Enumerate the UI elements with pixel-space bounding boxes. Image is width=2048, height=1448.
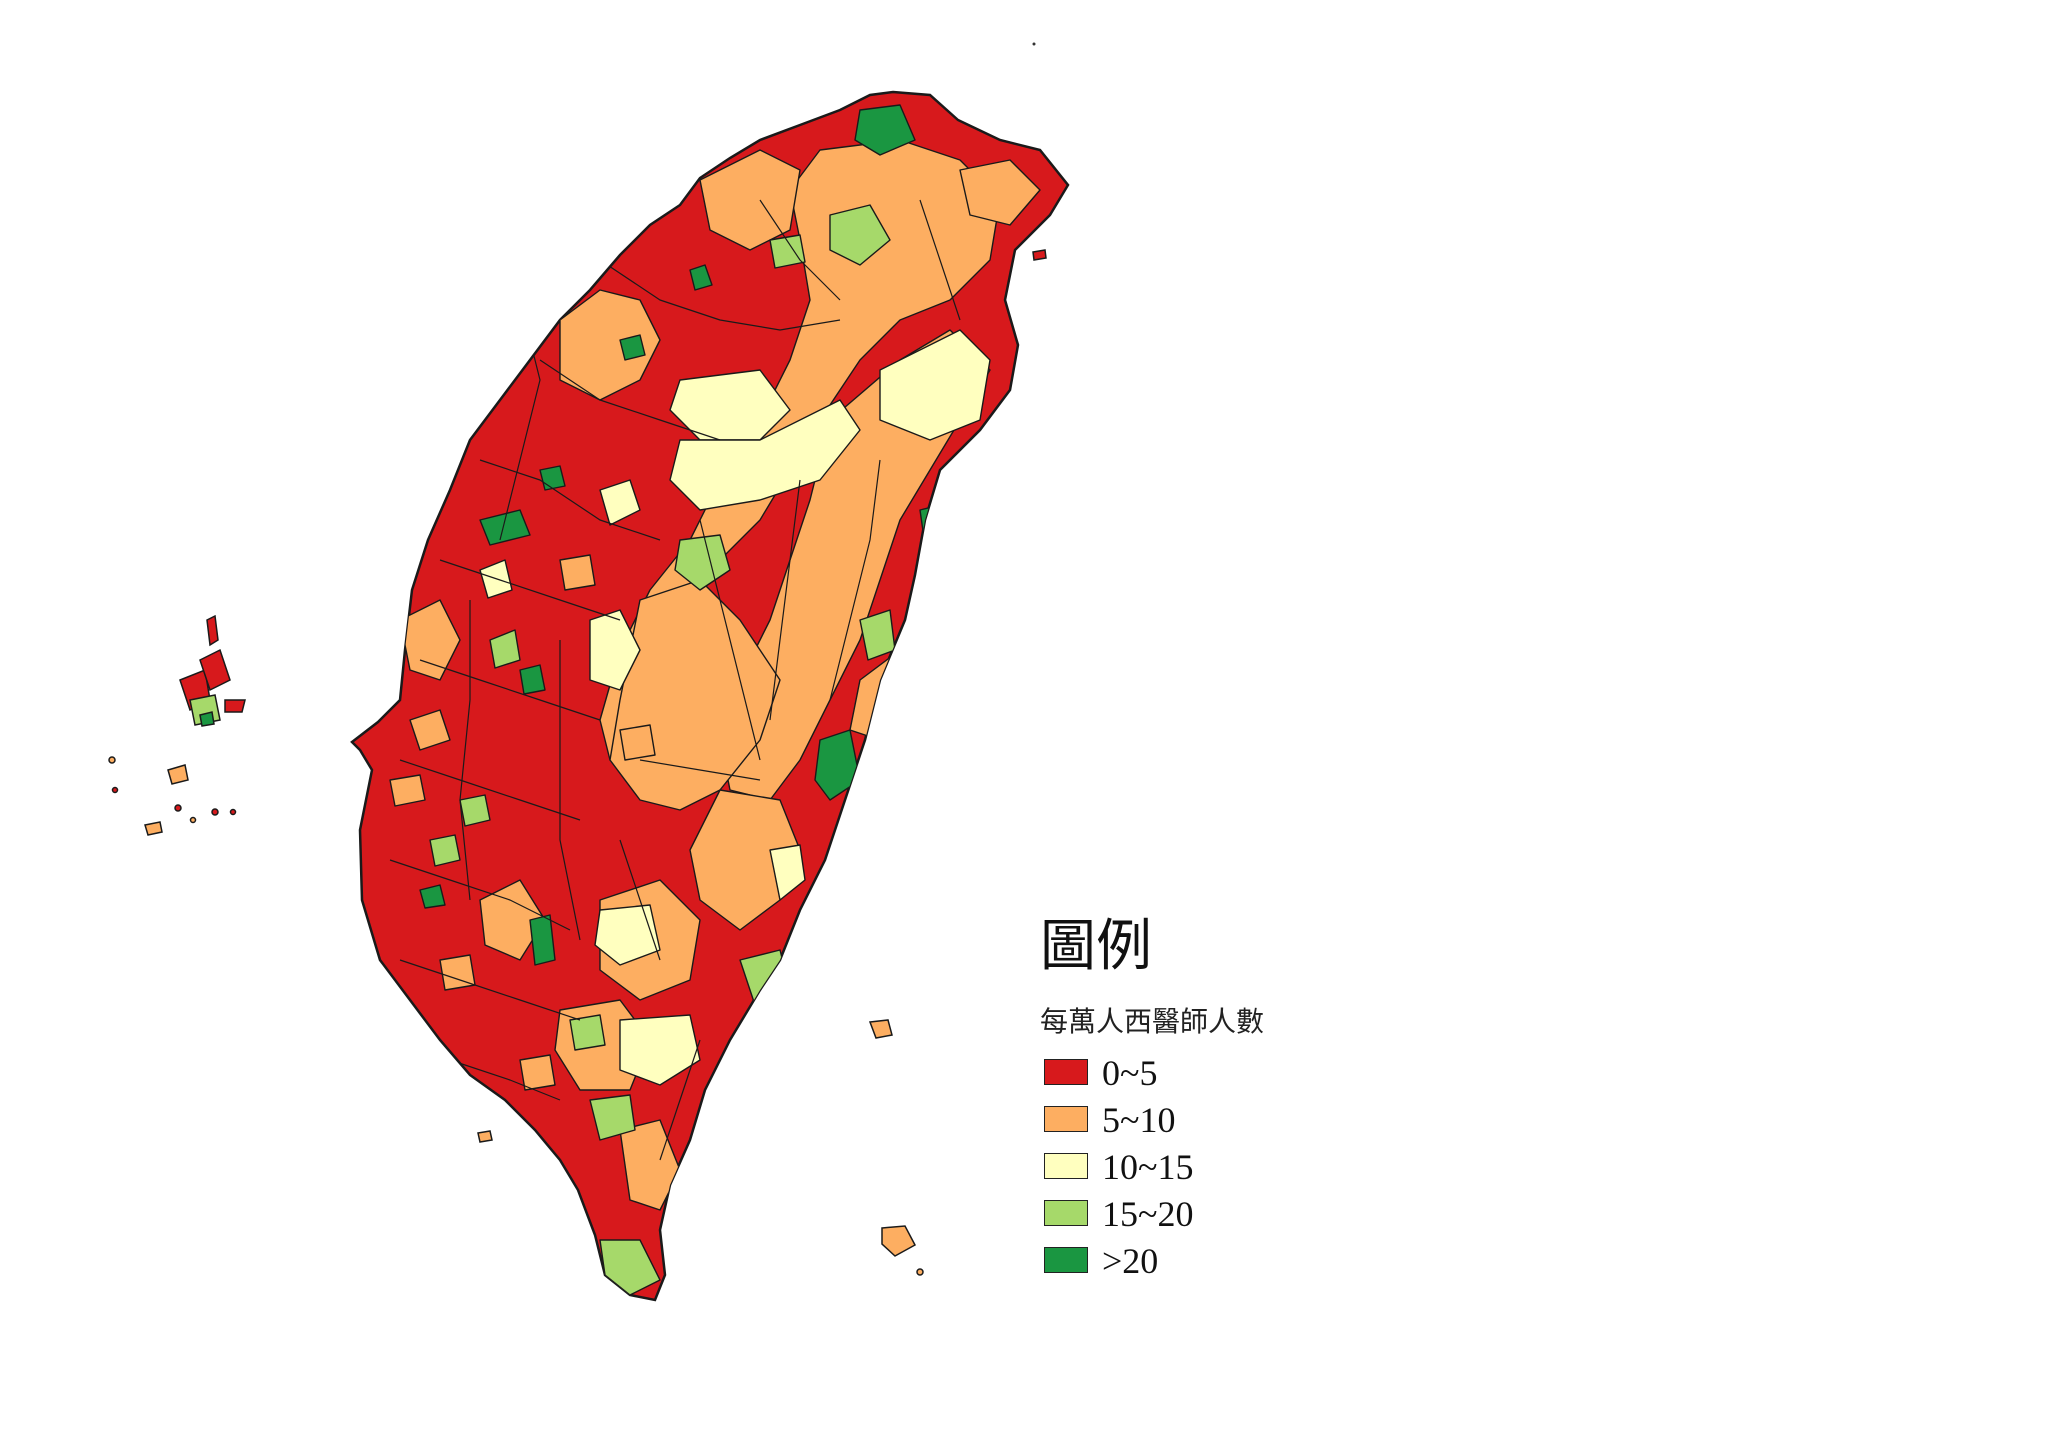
legend-label: 10~15 — [1102, 1147, 1194, 1187]
legend-item-10-15: 10~15 — [1040, 1147, 1400, 1189]
region — [569, 1014, 606, 1051]
legend-label: 0~5 — [1102, 1053, 1158, 1093]
offshore-islands — [477, 249, 1047, 1276]
region — [419, 884, 446, 909]
region — [769, 234, 806, 269]
region — [519, 1054, 556, 1091]
region — [689, 264, 713, 291]
region — [199, 711, 215, 727]
legend-item-0-5: 0~5 — [1040, 1053, 1400, 1095]
region — [539, 465, 566, 491]
region — [589, 609, 641, 691]
region — [619, 724, 656, 761]
region — [489, 629, 521, 669]
region — [519, 664, 546, 695]
legend-swatch — [1044, 1200, 1088, 1226]
legend-label: 15~20 — [1102, 1194, 1194, 1234]
legend-label: 5~10 — [1102, 1100, 1176, 1140]
region — [769, 844, 806, 901]
region — [559, 554, 596, 591]
region — [409, 709, 451, 751]
region — [459, 794, 491, 827]
region — [439, 954, 476, 991]
region — [669, 399, 861, 511]
region — [919, 519, 991, 601]
region — [144, 821, 163, 836]
region — [167, 764, 189, 785]
region — [429, 834, 461, 867]
legend-item-15-20: 15~20 — [1040, 1194, 1400, 1236]
district-boundaries — [389, 199, 961, 1161]
region — [589, 1094, 636, 1141]
region — [814, 729, 861, 801]
region — [854, 104, 916, 156]
legend-item-5-10: 5~10 — [1040, 1100, 1400, 1142]
map-legend: 圖例 每萬人西醫師人數 0~5 5~10 10~15 15~20 >20 — [1040, 915, 1400, 1295]
region — [199, 648, 231, 692]
guishan-island — [1032, 249, 1047, 261]
legend-subtitle: 每萬人西醫師人數 — [1040, 1005, 1265, 1038]
region — [599, 1239, 661, 1296]
region — [206, 614, 219, 647]
region — [389, 774, 426, 807]
penghu-islands — [108, 614, 246, 836]
legend-title: 圖例 — [1040, 914, 1152, 979]
region — [559, 289, 661, 401]
region — [399, 599, 461, 681]
region — [619, 1014, 701, 1086]
region — [529, 914, 556, 966]
region — [599, 479, 641, 526]
orchid-island — [881, 1225, 917, 1257]
legend-swatch — [1044, 1247, 1088, 1273]
region — [919, 504, 946, 546]
region — [619, 334, 646, 361]
legend-swatch — [1044, 1059, 1088, 1085]
region — [959, 159, 1041, 226]
region — [689, 789, 801, 931]
xiaoliuqiu-island — [477, 1130, 493, 1143]
region — [699, 149, 801, 251]
legend-swatch — [1044, 1153, 1088, 1179]
legend-swatch — [1044, 1106, 1088, 1132]
region — [224, 699, 246, 713]
speck — [1032, 42, 1036, 46]
region — [829, 204, 891, 266]
legend-label: >20 — [1102, 1241, 1159, 1281]
legend-item-over-20: >20 — [1040, 1241, 1400, 1283]
main-island — [350, 90, 1070, 1302]
green-island — [868, 1019, 893, 1039]
region — [879, 329, 991, 441]
